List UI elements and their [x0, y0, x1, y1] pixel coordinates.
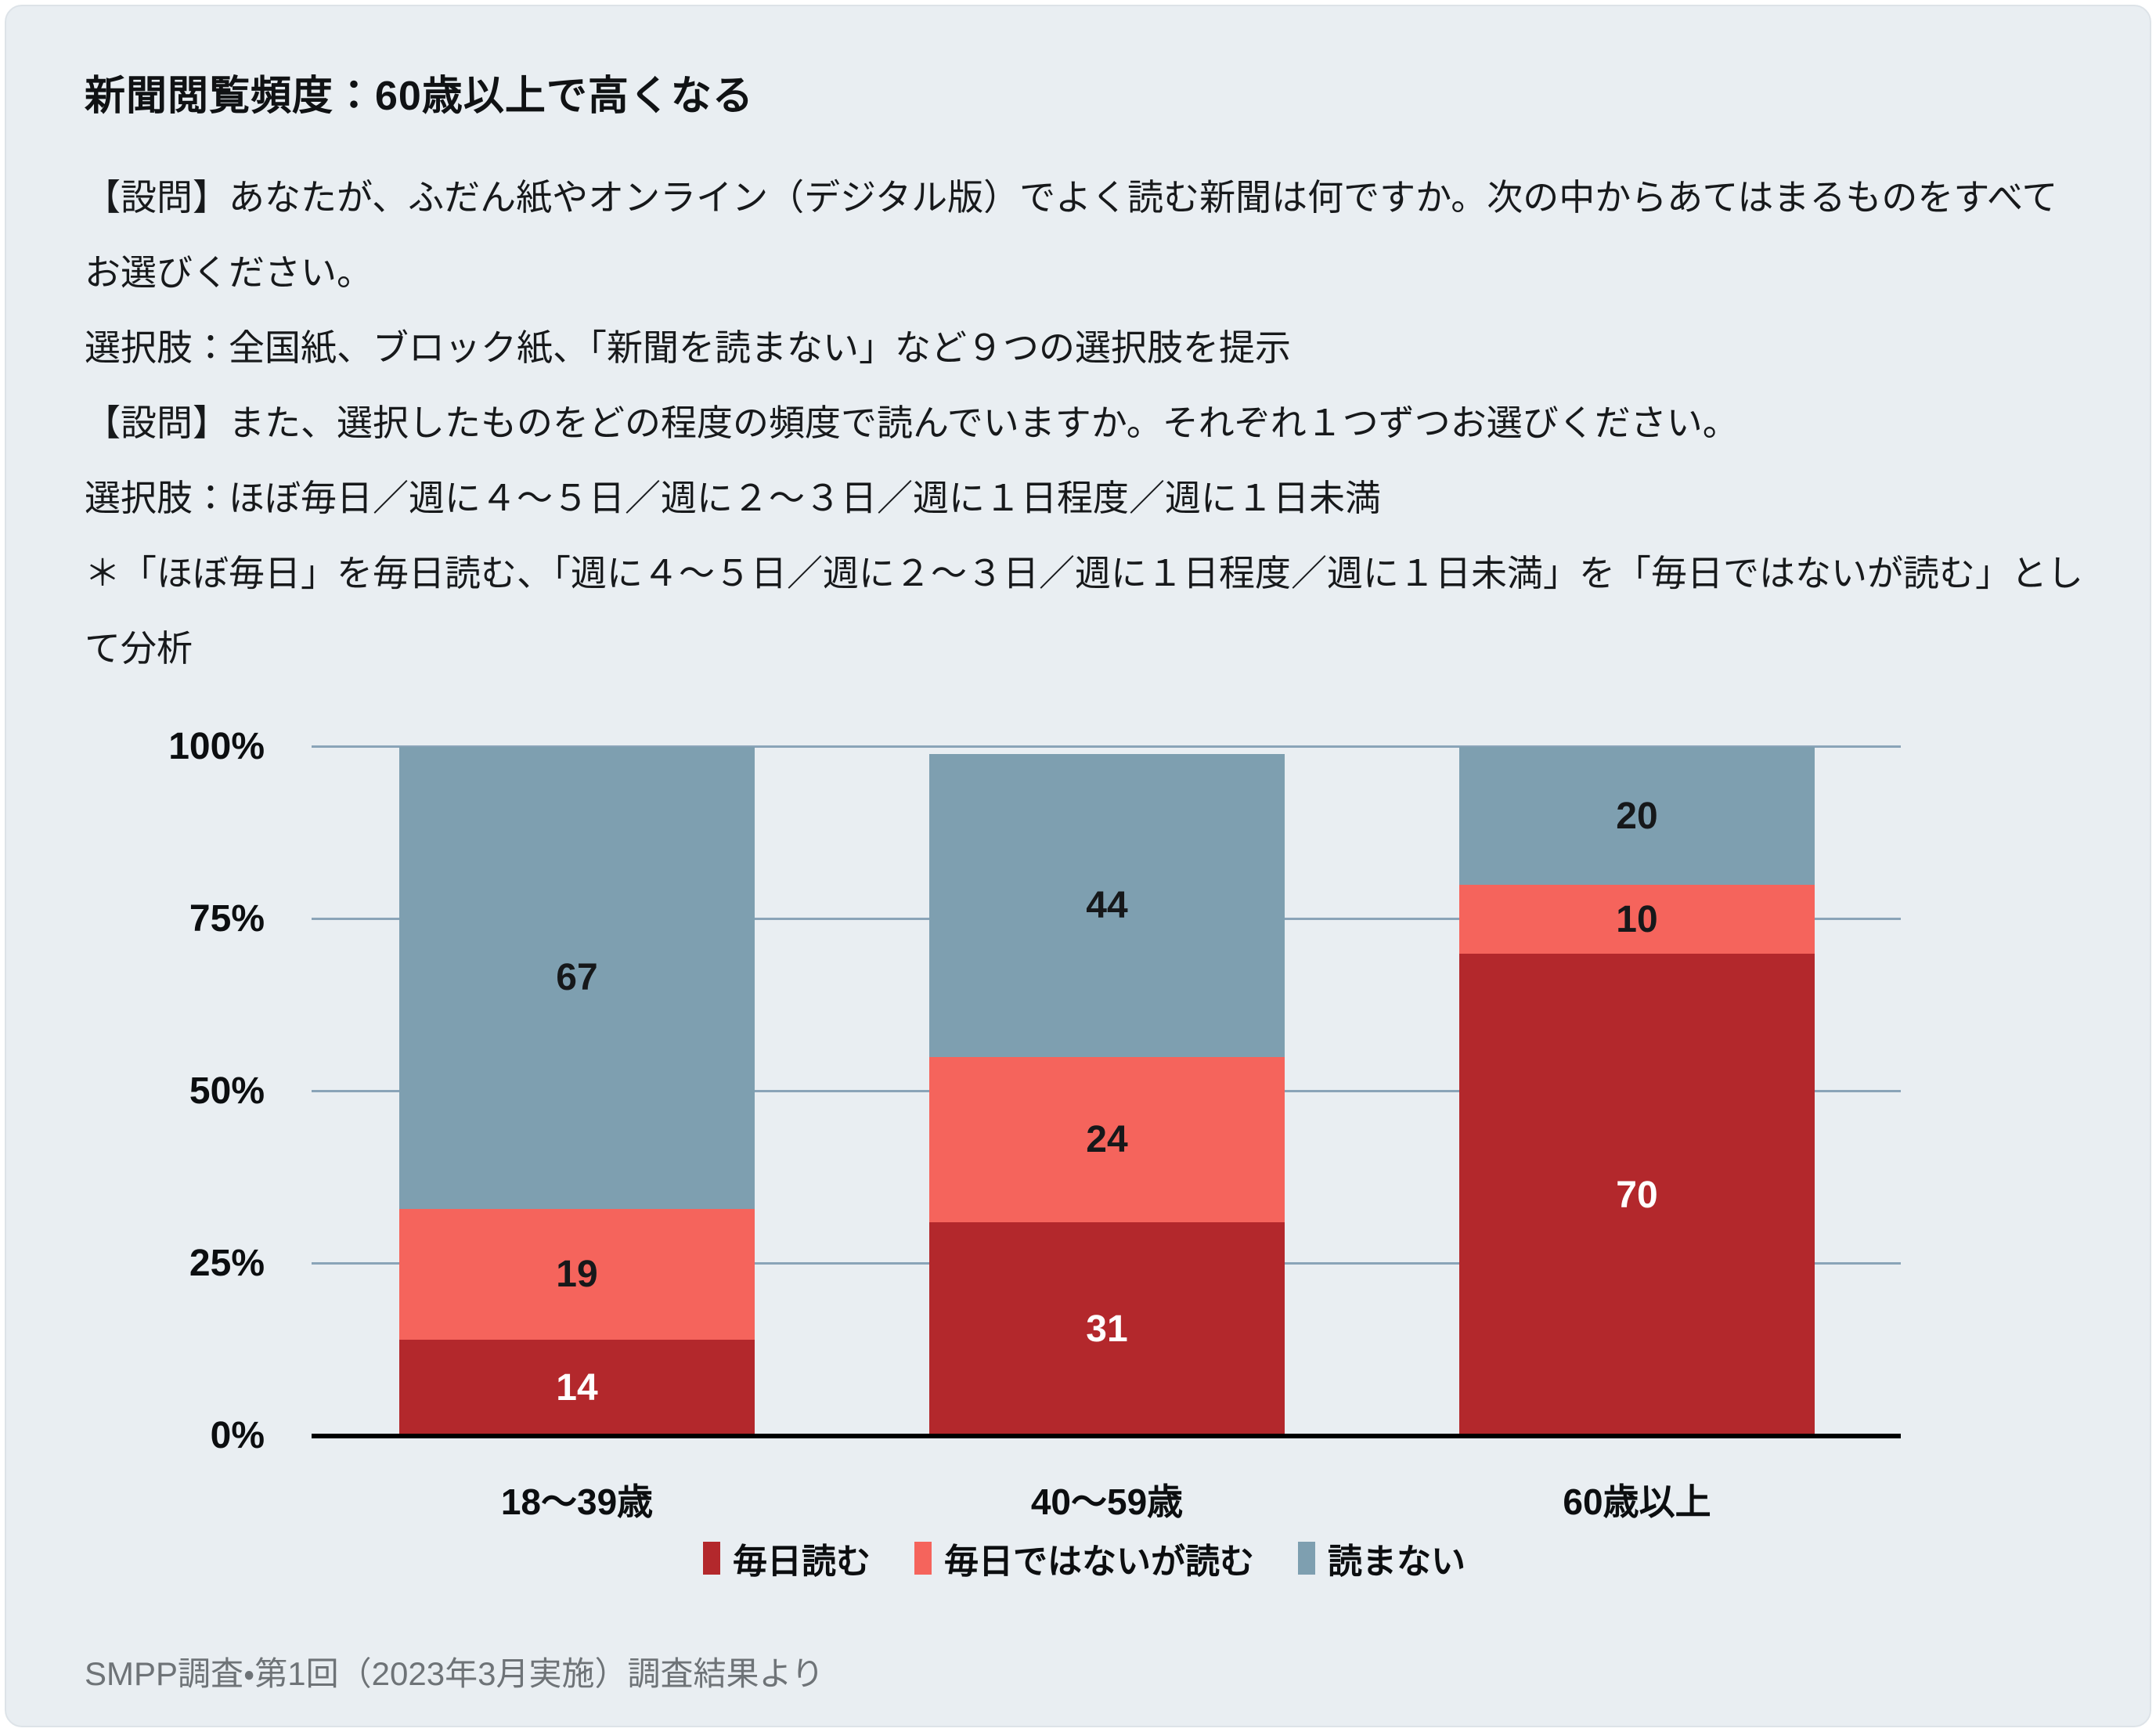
bar-segment-not-daily: 19: [399, 1208, 755, 1340]
bar-group-40-59: 31 24 44: [929, 747, 1285, 1436]
legend-item-not-daily: 毎日ではないが読む: [914, 1533, 1254, 1583]
y-tick-label: 75%: [189, 898, 265, 940]
stacked-bar-chart: 0% 25% 50% 75% 100% 14 19 67 31 24 44 70…: [168, 726, 1901, 1522]
gridline-100: [312, 745, 1901, 748]
bar-segment-no-read: 67: [399, 747, 755, 1209]
bar-value-label: 10: [1616, 898, 1658, 940]
description-note: ＊「ほぼ毎日」を毎日読む、「週に４〜５日／週に２〜３日／週に１日程度／週に１日未…: [85, 553, 2083, 669]
legend-label: 毎日ではないが読む: [944, 1543, 1254, 1581]
bar-value-label: 44: [1086, 884, 1128, 926]
description-question-1: 【設問】あなたが、ふだん紙やオンライン（デジタル版）でよく読む新聞は何ですか。次…: [85, 177, 2058, 293]
bar-group-60-plus: 70 10 20: [1459, 747, 1815, 1436]
y-tick-label: 0%: [210, 1415, 265, 1456]
x-tick-label-40-59: 40〜59歳: [1030, 1481, 1184, 1522]
description-question-2: 【設問】また、選択したものをどの程度の頻度で読んでいますか。それぞれ１つずつお選…: [85, 402, 1739, 443]
x-tick-label-60-plus: 60歳以上: [1563, 1481, 1711, 1522]
survey-description: 【設問】あなたが、ふだん紙やオンライン（デジタル版）でよく読む新聞は何ですか。次…: [85, 160, 2089, 686]
bar-segment-daily: 31: [929, 1222, 1285, 1436]
y-tick-label: 25%: [189, 1243, 265, 1284]
bar-value-label: 24: [1086, 1119, 1128, 1161]
bar-value-label: 19: [556, 1253, 598, 1295]
x-axis-line: [312, 1434, 1901, 1438]
description-choices-1: 選択肢：全国紙、ブロック紙、「新聞を読まない」など９つの選択肢を提示: [85, 327, 1291, 368]
bar-group-18-39: 14 19 67: [399, 747, 755, 1436]
bar-value-label: 14: [556, 1366, 598, 1409]
bar-value-label: 31: [1086, 1308, 1128, 1351]
bar-segment-not-daily: 10: [1459, 885, 1815, 954]
legend-swatch-no-read-icon: [1298, 1542, 1315, 1575]
chart-legend: 毎日読む 毎日ではないが読む 読まない: [6, 1533, 2150, 1583]
page-title: 新聞閲覧頻度：60歳以上で高くなる: [85, 74, 754, 119]
bar-segment-daily: 70: [1459, 954, 1815, 1436]
legend-item-daily: 毎日読む: [703, 1533, 871, 1583]
bar-value-label: 67: [556, 957, 598, 999]
bar-segment-no-read: 20: [1459, 747, 1815, 885]
legend-label: 読まない: [1328, 1543, 1466, 1581]
legend-item-no-read: 読まない: [1298, 1533, 1466, 1583]
bar-segment-not-daily: 24: [929, 1057, 1285, 1223]
legend-swatch-not-daily-icon: [914, 1542, 932, 1575]
bar-value-label: 20: [1616, 795, 1658, 837]
y-tick-label: 50%: [189, 1070, 265, 1112]
bar-value-label: 70: [1616, 1174, 1658, 1216]
legend-swatch-daily-icon: [703, 1542, 720, 1575]
x-tick-label-18-39: 18〜39歳: [500, 1481, 654, 1522]
legend-label: 毎日読む: [733, 1543, 871, 1581]
bar-segment-no-read: 44: [929, 753, 1285, 1058]
bar-segment-daily: 14: [399, 1339, 755, 1436]
y-tick-label: 100%: [168, 726, 265, 767]
report-card: 新聞閲覧頻度：60歳以上で高くなる 【設問】あなたが、ふだん紙やオンライン（デジ…: [5, 5, 2151, 1727]
description-choices-2: 選択肢：ほぼ毎日／週に４〜５日／週に２〜３日／週に１日程度／週に１日未満: [85, 478, 1381, 518]
footer-source: SMPP調査・第1回（2023年3月実施）調査結果より: [85, 1655, 824, 1692]
